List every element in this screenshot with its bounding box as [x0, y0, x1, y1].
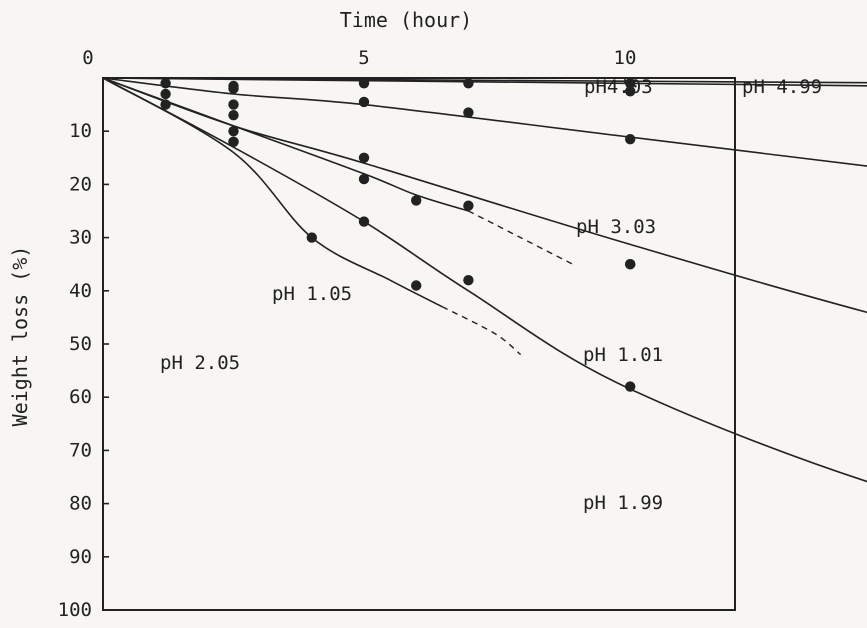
x-axis-title: Time (hour): [340, 8, 472, 32]
data-point-ph4-03: [228, 83, 239, 94]
dashed-extension-ph-2-05: [441, 306, 522, 356]
data-point-ph-3-03: [463, 107, 474, 118]
y-tick-label: 100: [58, 599, 92, 621]
curve-ph-1-05: [102, 77, 469, 212]
data-point-ph-1-99: [160, 88, 171, 100]
series-label-ph4-03: pH4.03: [584, 76, 653, 98]
data-point-ph-1-05: [358, 173, 370, 185]
series-label-ph-4-99: pH 4.99: [742, 76, 822, 98]
curve-ph-1-99: [102, 77, 867, 483]
curve-ph-2-05: [102, 77, 443, 308]
curve-ph-1-01: [102, 77, 867, 314]
y-axis-title: Weight loss (%): [8, 246, 32, 427]
data-point-ph-1-05: [625, 259, 636, 270]
curve-ph-3-03: [102, 77, 867, 167]
data-point-ph-1-99: [625, 381, 636, 392]
y-tick-label: 50: [69, 333, 92, 355]
data-point-ph-4-99: [463, 78, 474, 89]
data-point-ph-3-03: [625, 134, 636, 145]
y-tick-label: 80: [69, 493, 92, 515]
series-label-ph-1-05: pH 1.05: [272, 283, 352, 305]
axes: 05101520102030405060708090100: [58, 47, 736, 621]
data-point-ph-2-05: [306, 232, 317, 243]
y-tick-label: 40: [69, 280, 92, 302]
y-tick-label: 30: [69, 227, 92, 249]
x-tick-label: 0: [82, 47, 93, 69]
data-point-ph-1-05: [160, 99, 171, 110]
data-point-ph-4-99: [625, 78, 636, 89]
y-tick-label: 10: [69, 120, 92, 142]
data-point-ph-4-99: [160, 78, 171, 89]
y-tick-label: 70: [69, 439, 92, 461]
x-tick-label: 5: [358, 47, 369, 69]
data-point-ph-1-05: [228, 110, 239, 121]
data-point-ph-3-03: [228, 99, 239, 110]
curve-ph4-03: [102, 77, 867, 87]
y-tick-label: 90: [69, 546, 92, 568]
data-point-ph-4-99: [358, 78, 370, 89]
data-point-ph-3-03: [358, 96, 370, 108]
series-label-ph-3-03: pH 3.03: [576, 216, 656, 238]
data-point-ph-1-99: [463, 275, 474, 286]
data-point-ph-1-05: [463, 200, 474, 211]
data-point-ph-1-05: [411, 195, 422, 206]
points: [160, 78, 636, 392]
dashed-extension-ph-1-05: [468, 210, 574, 265]
curves: [102, 77, 867, 483]
data-point-ph-1-01: [228, 126, 239, 137]
data-point-ph-2-05: [411, 280, 422, 291]
series-labels: pH 4.99 pH4.03 pH 3.03 pH 1.01 pH 1.05 pH 1.9…: [160, 76, 822, 514]
data-point-ph-2-05: [228, 136, 239, 147]
data-point-ph4-03: [625, 86, 636, 97]
series-label-ph-1-01: pH 1.01: [583, 344, 663, 366]
y-tick-label: 20: [69, 173, 92, 195]
series-label-ph-2-05: pH 2.05: [160, 352, 240, 374]
series-label-ph-1-99: pH 1.99: [583, 492, 663, 514]
x-tick-label: 10: [614, 47, 637, 69]
y-tick-label: 60: [69, 386, 92, 408]
data-point-ph-1-01: [358, 152, 370, 163]
data-point-ph-1-99: [358, 216, 370, 227]
